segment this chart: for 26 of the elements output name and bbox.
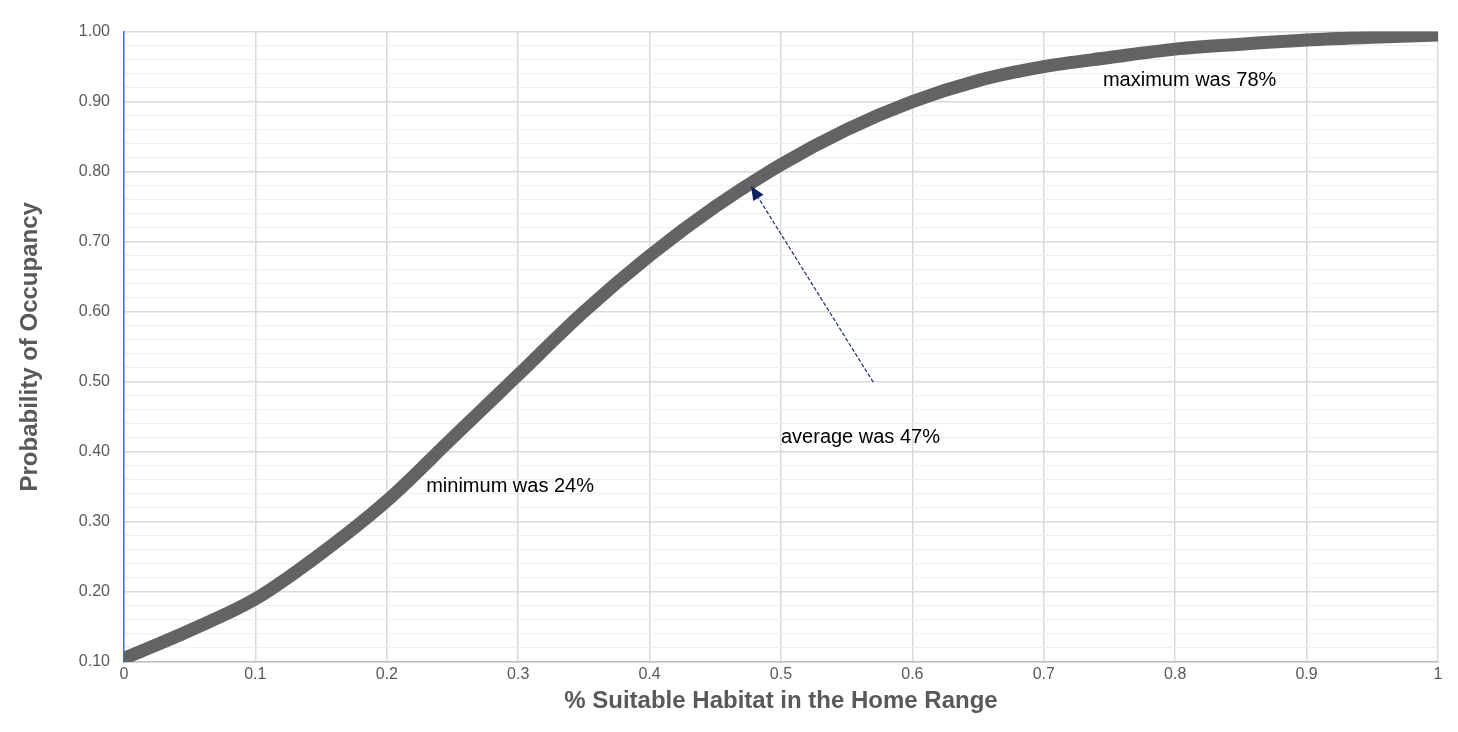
annotation: average was 47% [780,425,941,448]
y-tick-label: 0.60 [78,302,111,320]
annotation: minimum was 24% [426,474,595,497]
x-tick-label: 0.8 [1164,665,1187,683]
x-tick-label: 0.4 [638,665,661,683]
y-axis-title: Probability of Occupancy [15,201,43,492]
x-tick-label: 0.1 [244,665,267,683]
x-tick-label: 1 [1433,665,1443,683]
x-tick-label: 0 [119,665,129,683]
x-tick-label: 0.9 [1295,665,1318,683]
x-tick-label: 0.3 [507,665,530,683]
x-tick-label: 0.5 [769,665,793,683]
x-tick-label: 0.2 [375,665,398,683]
y-tick-label: 0.20 [78,582,111,600]
annotation: maximum was 78% [1102,68,1277,91]
y-tick-label: 0.50 [78,372,111,390]
y-tick-label: 0.10 [78,652,111,670]
y-tick-label: 0.70 [78,232,111,250]
y-tick-label: 0.40 [78,442,111,460]
y-tick-label: 0.90 [78,92,111,110]
x-axis-title: % Suitable Habitat in the Home Range [564,686,998,714]
y-tick-label: 0.80 [78,162,111,180]
y-tick-label: 0.30 [78,512,111,530]
x-tick-label: 0.7 [1032,665,1055,683]
y-tick-label: 1.00 [78,22,111,40]
x-tick-label: 0.6 [901,665,924,683]
